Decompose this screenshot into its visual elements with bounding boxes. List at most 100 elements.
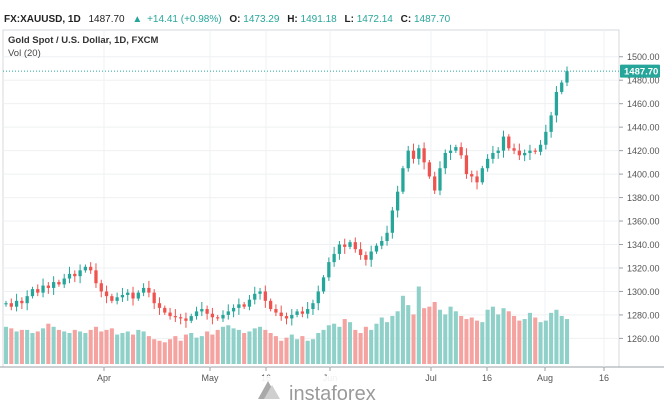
candle-body xyxy=(210,313,215,318)
candle-body xyxy=(73,273,77,277)
candle-body xyxy=(268,300,273,310)
volume-bar xyxy=(125,331,130,364)
volume-bar xyxy=(72,329,77,364)
volume-bar xyxy=(178,340,183,364)
candle-body xyxy=(94,270,98,284)
candle-body xyxy=(115,297,119,301)
candle-body xyxy=(226,311,230,315)
candle-body xyxy=(433,176,437,191)
volume-bar xyxy=(406,305,411,364)
candle-body xyxy=(390,210,394,233)
candle-body xyxy=(83,266,88,271)
volume-bar xyxy=(88,329,93,364)
volume-bar xyxy=(247,331,252,364)
volume-bar xyxy=(93,326,99,364)
last-price-tag: 1487.70 xyxy=(620,64,660,78)
candle-body xyxy=(184,318,188,321)
candle-body xyxy=(189,316,193,321)
volume-bar xyxy=(19,329,24,364)
volume-bar xyxy=(210,334,215,364)
candle-body xyxy=(46,285,50,288)
candle-body xyxy=(274,309,278,313)
candle-body xyxy=(554,91,559,116)
candle-body xyxy=(62,278,66,285)
close-label: C: xyxy=(401,14,412,25)
candle-body xyxy=(491,152,495,159)
watermark-text: instaforex xyxy=(289,383,376,405)
volume-bar xyxy=(427,306,432,364)
volume-bar xyxy=(379,317,384,364)
y-tick-label: 1480.00 xyxy=(627,76,660,86)
volume-bar xyxy=(173,336,178,364)
candle-body xyxy=(475,176,479,183)
volume-bar xyxy=(332,323,337,364)
volume-bar xyxy=(130,334,136,364)
volume-bar xyxy=(422,308,427,364)
volume-bar xyxy=(464,319,469,364)
candle-body xyxy=(110,296,114,301)
volume-bar xyxy=(400,295,405,364)
candle-body xyxy=(157,303,162,308)
candle-body xyxy=(237,304,241,308)
volume-bar xyxy=(168,339,173,364)
volume-bar xyxy=(485,309,490,364)
candle-body xyxy=(485,158,490,169)
volume-bar xyxy=(390,315,395,364)
volume-bar xyxy=(480,322,485,364)
candle-body xyxy=(358,249,363,256)
candle-body xyxy=(337,244,342,254)
volume-bar xyxy=(41,328,46,364)
candle-body xyxy=(242,304,246,307)
volume-bar xyxy=(496,314,501,364)
candle-body xyxy=(374,245,379,252)
volume-bar xyxy=(459,315,464,364)
volume-bar xyxy=(305,340,310,364)
x-tick-label: 16 xyxy=(482,373,492,383)
candle-body xyxy=(353,242,357,250)
candle-body xyxy=(30,289,35,297)
candle-body xyxy=(560,82,564,92)
candle-body xyxy=(321,277,326,292)
y-tick-label: 1380.00 xyxy=(627,193,660,203)
volume-bar xyxy=(411,314,416,364)
candle-body xyxy=(565,71,569,83)
candle-body xyxy=(136,292,140,299)
volume-bar xyxy=(559,315,564,364)
volume-bar xyxy=(533,317,538,364)
candle-body xyxy=(295,311,299,315)
low-value: 1472.14 xyxy=(357,14,394,25)
volume-bar xyxy=(432,302,437,364)
candle-body xyxy=(126,292,130,295)
last-price-tag-box xyxy=(620,64,660,78)
volume-bar xyxy=(437,309,443,364)
volume-bar xyxy=(46,323,51,364)
y-tick-label: 1500.00 xyxy=(627,52,660,62)
volume-bar xyxy=(146,336,151,364)
volume-bar xyxy=(385,322,390,364)
candle-body xyxy=(427,162,432,177)
volume-bar xyxy=(501,308,506,364)
arrow-up-icon: ▲ xyxy=(132,14,142,25)
volume-bar xyxy=(199,336,204,364)
candle-body xyxy=(406,150,410,169)
y-axis: 1260.00 1280.00 1300.00 1320.00 1340.00 1360.… xyxy=(619,52,660,344)
volume-bar xyxy=(9,328,14,364)
candle-body xyxy=(480,168,484,183)
volume-bar xyxy=(443,314,448,364)
volume-bar xyxy=(109,328,114,364)
candle-body xyxy=(306,309,310,314)
candle-body xyxy=(67,273,72,279)
volume-bar xyxy=(337,326,342,364)
candle-body xyxy=(411,150,416,159)
candle-body xyxy=(385,232,389,241)
volume-bar xyxy=(14,331,19,364)
volume-bar xyxy=(141,331,146,364)
volume-bar xyxy=(152,339,157,364)
y-tick-label: 1460.00 xyxy=(627,99,660,109)
volume-bar xyxy=(358,333,363,364)
candle-body xyxy=(25,296,29,304)
candle-body xyxy=(517,150,522,156)
volume-bar xyxy=(527,312,532,364)
candle-body xyxy=(284,316,289,319)
